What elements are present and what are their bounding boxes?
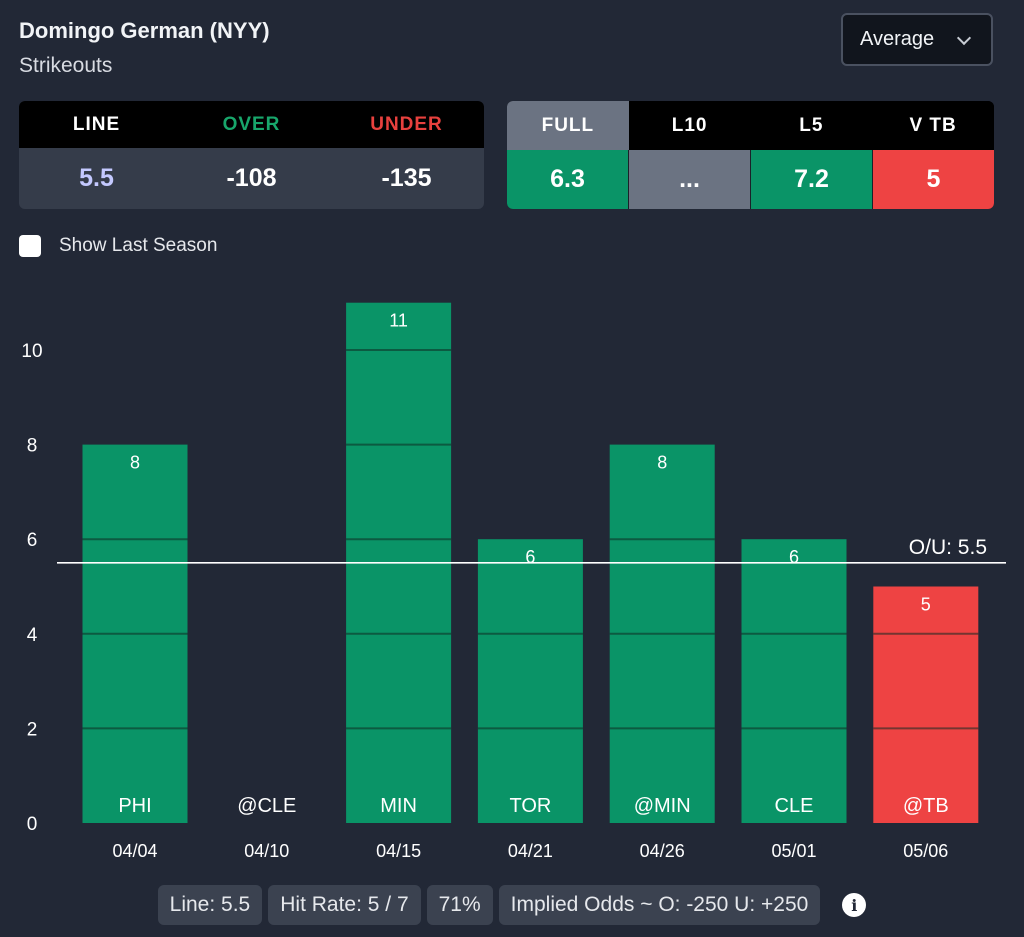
info-icon[interactable]: i xyxy=(842,893,867,917)
show-last-season-checkbox[interactable] xyxy=(19,235,41,257)
opponent-label: @MIN xyxy=(634,795,691,817)
odds-header-line: LINE xyxy=(72,113,121,135)
opponent-label: CLE xyxy=(775,795,814,817)
y-tick-label: 10 xyxy=(21,341,42,362)
bar-value-label: 11 xyxy=(389,311,408,331)
y-tick-label: 4 xyxy=(27,625,38,646)
strikeouts-bar-chart: 0 2 4 6 8 10 8 PHI 04/04 @CLE 04/10 11 MIN 04/15 6 TOR 0… xyxy=(21,302,1006,861)
show-last-season-toggle[interactable]: Show Last Season xyxy=(19,235,217,257)
avg-full-value: 6.3 xyxy=(507,150,629,209)
x-tick-label: 04/10 xyxy=(244,841,289,861)
avg-l5-value: 7.2 xyxy=(751,150,873,209)
averages-table: FULL L10 L5 V TB 6.3 ... 7.2 5 xyxy=(507,101,994,209)
opponent-label: MIN xyxy=(380,795,417,817)
tab-full[interactable]: FULL xyxy=(507,101,629,150)
odds-under-value[interactable]: -135 xyxy=(381,164,432,192)
opponent-label: @TB xyxy=(903,795,949,817)
x-tick-label: 04/04 xyxy=(112,841,157,861)
bar-value-label: 5 xyxy=(921,595,931,615)
x-tick-label: 05/06 xyxy=(903,841,948,861)
average-dropdown[interactable]: Average xyxy=(841,13,993,66)
opponent-label: PHI xyxy=(118,795,151,817)
opponent-label: TOR xyxy=(509,795,551,817)
x-tick-label: 04/21 xyxy=(508,841,553,861)
avg-l10-value: ... xyxy=(629,150,751,209)
summary-footer: Line: 5.5 Hit Rate: 5 / 7 71% Implied Od… xyxy=(0,884,1024,926)
tab-l10[interactable]: L10 xyxy=(628,101,751,150)
odds-table: LINE OVER UNDER 5.5 -108 -135 xyxy=(19,101,484,209)
dropdown-value: Average xyxy=(860,28,935,50)
bar xyxy=(873,586,979,823)
show-last-season-label: Show Last Season xyxy=(59,235,218,256)
x-tick-label: 05/01 xyxy=(771,841,816,861)
odds-over-value[interactable]: -108 xyxy=(226,164,277,192)
footer-line-pill: Line: 5.5 xyxy=(157,885,263,925)
y-tick-label: 2 xyxy=(27,719,38,740)
stat-name: Strikeouts xyxy=(19,54,113,77)
bar xyxy=(741,539,847,823)
y-tick-label: 6 xyxy=(27,530,38,551)
footer-hit-rate-pill: Hit Rate: 5 / 7 xyxy=(268,885,421,925)
footer-percent-pill: 71% xyxy=(426,885,493,925)
player-name: Domingo German (NYY) xyxy=(19,18,270,43)
footer-implied-odds-pill: Implied Odds ~ O: -250 U: +250 xyxy=(498,885,821,925)
bar-value-label: 6 xyxy=(525,547,535,567)
bar xyxy=(477,539,583,823)
x-tick-label: 04/26 xyxy=(640,841,685,861)
tab-vs-tb[interactable]: V TB xyxy=(872,101,994,150)
bar-value-label: 6 xyxy=(789,547,799,567)
odds-line-value: 5.5 xyxy=(79,164,114,192)
opponent-label: @CLE xyxy=(237,795,296,817)
y-tick-label: 0 xyxy=(27,814,38,835)
y-tick-label: 8 xyxy=(27,436,38,457)
over-under-label: O/U: 5.5 xyxy=(909,536,987,559)
chevron-down-icon xyxy=(956,30,972,46)
odds-header-under: UNDER xyxy=(370,113,443,135)
tab-l5[interactable]: L5 xyxy=(750,101,873,150)
avg-vs-tb-value: 5 xyxy=(873,150,994,209)
bar-value-label: 8 xyxy=(130,453,140,473)
odds-header-over: OVER xyxy=(222,113,281,135)
bar-value-label: 8 xyxy=(657,453,667,473)
x-tick-label: 04/15 xyxy=(376,841,421,861)
